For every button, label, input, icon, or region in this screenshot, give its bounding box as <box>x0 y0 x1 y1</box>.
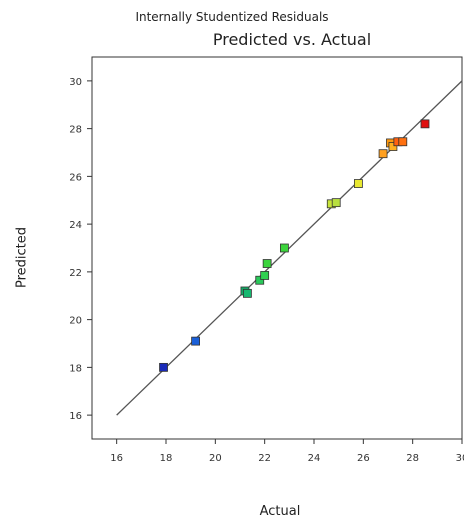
x-tick-label: 30 <box>456 453 464 464</box>
data-point <box>353 179 363 188</box>
x-tick-label: 20 <box>209 453 222 464</box>
data-point <box>242 288 252 298</box>
data-point <box>331 198 341 208</box>
y-tick-label: 24 <box>69 220 82 231</box>
data-point <box>378 149 388 159</box>
x-tick-label: 26 <box>357 453 370 464</box>
y-tick-label: 26 <box>69 172 82 183</box>
data-point <box>420 119 430 129</box>
data-point <box>159 362 168 372</box>
x-tick-label: 22 <box>258 453 271 464</box>
data-point <box>398 137 408 147</box>
y-tick-label: 30 <box>69 77 82 88</box>
data-point <box>260 271 270 280</box>
y-tick-label: 22 <box>69 268 82 279</box>
x-tick-label: 18 <box>160 453 173 464</box>
data-point <box>191 336 201 346</box>
y-tick-label: 20 <box>69 316 82 327</box>
data-point <box>262 259 272 268</box>
y-tick-label: 18 <box>69 363 82 374</box>
data-point <box>255 275 265 285</box>
plot-frame <box>91 56 463 440</box>
chart-subtitle: Internally Studentized Residuals <box>135 10 329 24</box>
data-point <box>388 142 398 151</box>
chart-title: Predicted vs. Actual <box>212 30 372 49</box>
y-tick-label: 28 <box>69 125 82 136</box>
x-tick-label: 16 <box>110 453 123 464</box>
y-tick-label: 16 <box>69 411 82 422</box>
x-tick-label: 28 <box>406 453 419 464</box>
x-axis-label: Actual <box>259 504 301 519</box>
reference-line <box>116 80 463 416</box>
x-tick-label: 24 <box>308 453 321 464</box>
data-point <box>279 243 289 253</box>
